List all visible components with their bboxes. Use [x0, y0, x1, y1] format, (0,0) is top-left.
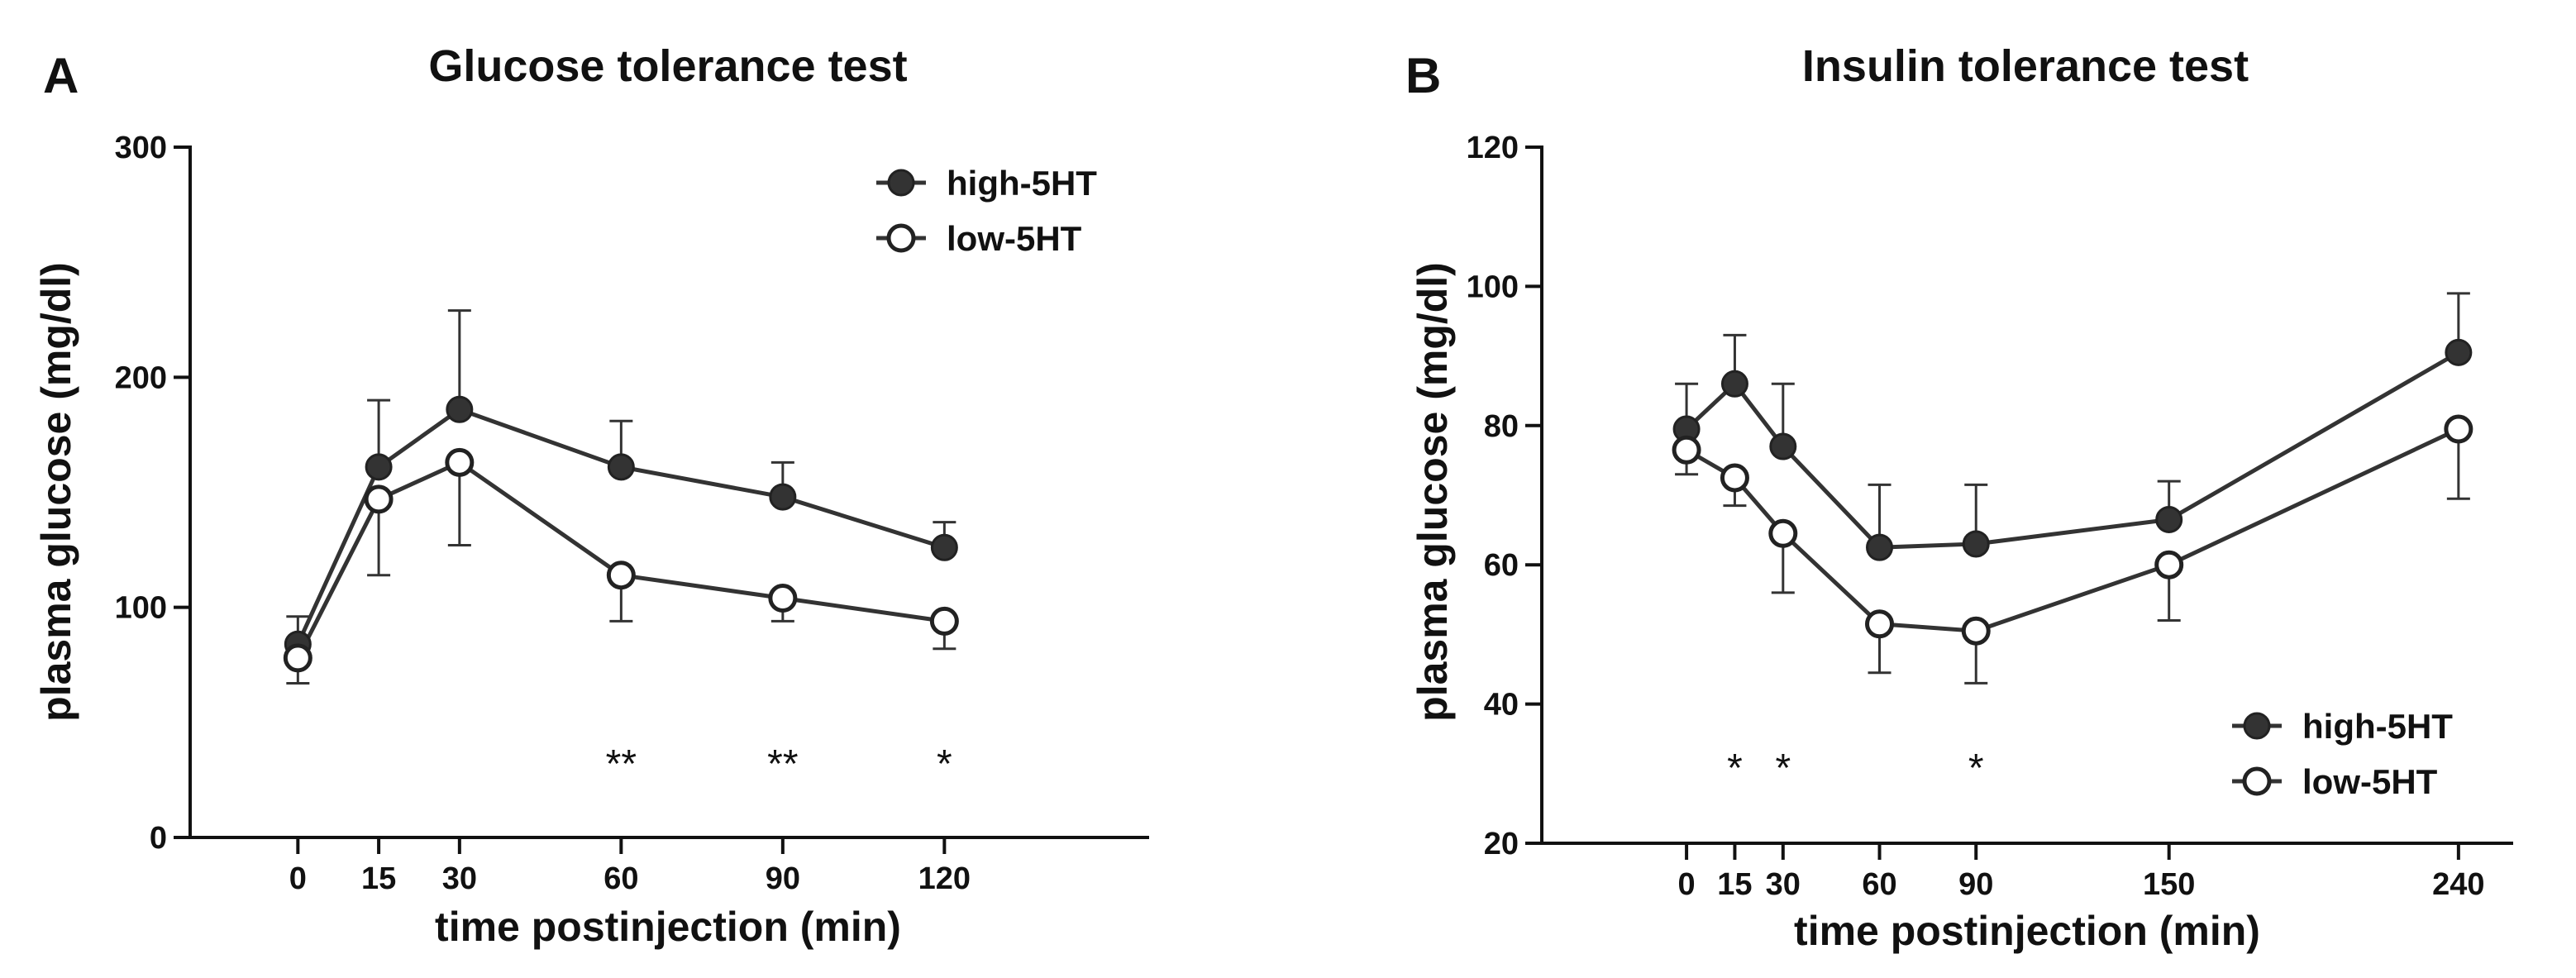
panel-b-x-tick-label: 240 [2432, 867, 2484, 902]
panel-a-x-tick-label: 60 [603, 861, 638, 896]
panel-a-legend-marker-high-5ht [887, 169, 915, 197]
panel-a-x-tick-label: 30 [442, 861, 477, 896]
panel-b-low-5ht-point [1961, 616, 1991, 646]
panel-b-plot: 20 40 60 80 100 120 0 15 30 60 90 150 240 * * * high-5HT… [1467, 131, 2513, 902]
panel-a-x-tick-label: 90 [766, 861, 800, 896]
panel-b-xlabel: time postinjection (min) [1794, 908, 2260, 954]
panel-b-low-5ht-point [1720, 463, 1749, 493]
panel-b-high-5ht-point [1769, 432, 1797, 460]
panel-a-x-tick-label: 15 [361, 861, 396, 896]
panel-b-y-tick-label: 80 [1484, 409, 1519, 444]
panel-a-high-5ht-point [769, 483, 797, 511]
panel-a-low-5ht-point [768, 584, 798, 613]
panel-b-high-5ht-point [1720, 370, 1748, 398]
panel-a-low-5ht-point [445, 447, 475, 477]
panel-b-x-tick-label: 0 [1678, 867, 1696, 902]
panel-a-significance-marker: * [937, 742, 952, 786]
panel-a-title: Glucose tolerance test [428, 41, 907, 91]
panel-a-legend-label-low-5ht: low-5HT [947, 219, 1082, 258]
panel-b-high-5ht-point [1962, 530, 1990, 558]
panel-b-low-5ht-point [2154, 550, 2184, 580]
panel-b-low-5ht-point [2444, 414, 2473, 444]
panel-a-y-tick-label: 300 [115, 131, 167, 165]
panel-b-title: Insulin tolerance test [1802, 41, 2249, 91]
panel-b-x-tick-label: 150 [2143, 867, 2195, 902]
panel-b-y-tick-label: 100 [1467, 270, 1519, 304]
panel-b-high-5ht-point [2445, 338, 2473, 366]
panel-a-low-5ht-point [606, 561, 636, 590]
panel-b-significance-marker: * [1775, 747, 1791, 790]
panel-b-y-tick-label: 40 [1484, 688, 1519, 723]
panel-b-legend-label-high-5ht: high-5HT [2302, 707, 2453, 746]
panel-b-x-tick-label: 90 [1958, 867, 1993, 902]
panel-a-x-tick-label: 120 [918, 861, 971, 896]
panel-b-x-tick-label: 60 [1862, 867, 1896, 902]
panel-a-letter: A [43, 48, 79, 103]
panel-a-high-5ht-point [607, 453, 635, 481]
panel-b-letter: B [1405, 48, 1441, 103]
panel-a-legend-label-high-5ht: high-5HT [947, 164, 1097, 203]
panel-a-y-tick-label: 200 [115, 360, 167, 395]
panel-a-xlabel: time postinjection (min) [435, 904, 901, 950]
panel-a-low-5ht-line [296, 460, 945, 660]
panel-b-high-5ht-point [1866, 533, 1894, 561]
panel-b-ylabel: plasma glucose (mg/dl) [1410, 262, 1456, 722]
panel-a-low-5ht-point [364, 484, 394, 514]
panel-b-significance-marker: * [1727, 747, 1743, 790]
panel-b-high-5ht-point [2155, 505, 2183, 533]
panel-b-low-5ht-point [1672, 435, 1701, 465]
panel-a-y-tick-label: 100 [115, 591, 167, 626]
panel-b-legend-label-low-5ht: low-5HT [2302, 762, 2438, 801]
panel-a-significance-marker: ** [606, 742, 637, 786]
panel-b-y-tick-label: 120 [1467, 131, 1519, 165]
panel-b-low-5ht-point [1768, 518, 1798, 548]
panel-b-significance-marker: * [1968, 747, 1984, 790]
panel-a-significance-marker: ** [767, 742, 798, 786]
panel-b-low-5ht-point [1865, 609, 1895, 639]
panel-b-legend-marker-low-5ht [2242, 766, 2272, 796]
panel-b-x-tick-label: 15 [1717, 867, 1752, 902]
panel-a-high-5ht-point [365, 453, 393, 481]
panel-b-y-tick-label: 60 [1484, 548, 1519, 583]
panel-a-low-5ht-point [283, 643, 312, 673]
panel-a-legend-marker-low-5ht [886, 223, 916, 253]
panel-a-x-tick-label: 0 [289, 861, 307, 896]
panel-a-low-5ht-point [929, 606, 959, 636]
panel-b-legend-marker-high-5ht [2243, 712, 2271, 740]
panel-a-ylabel: plasma glucose (mg/dl) [33, 262, 79, 722]
panel-a-high-5ht-point [930, 533, 958, 561]
panel-b-y-tick-label: 20 [1484, 827, 1519, 861]
panel-a-y-tick-label: 0 [150, 821, 167, 856]
panel-b-high-5ht-line [1685, 351, 2460, 550]
panel-b-x-tick-label: 30 [1766, 867, 1801, 902]
panel-a-high-5ht-point [446, 395, 474, 423]
